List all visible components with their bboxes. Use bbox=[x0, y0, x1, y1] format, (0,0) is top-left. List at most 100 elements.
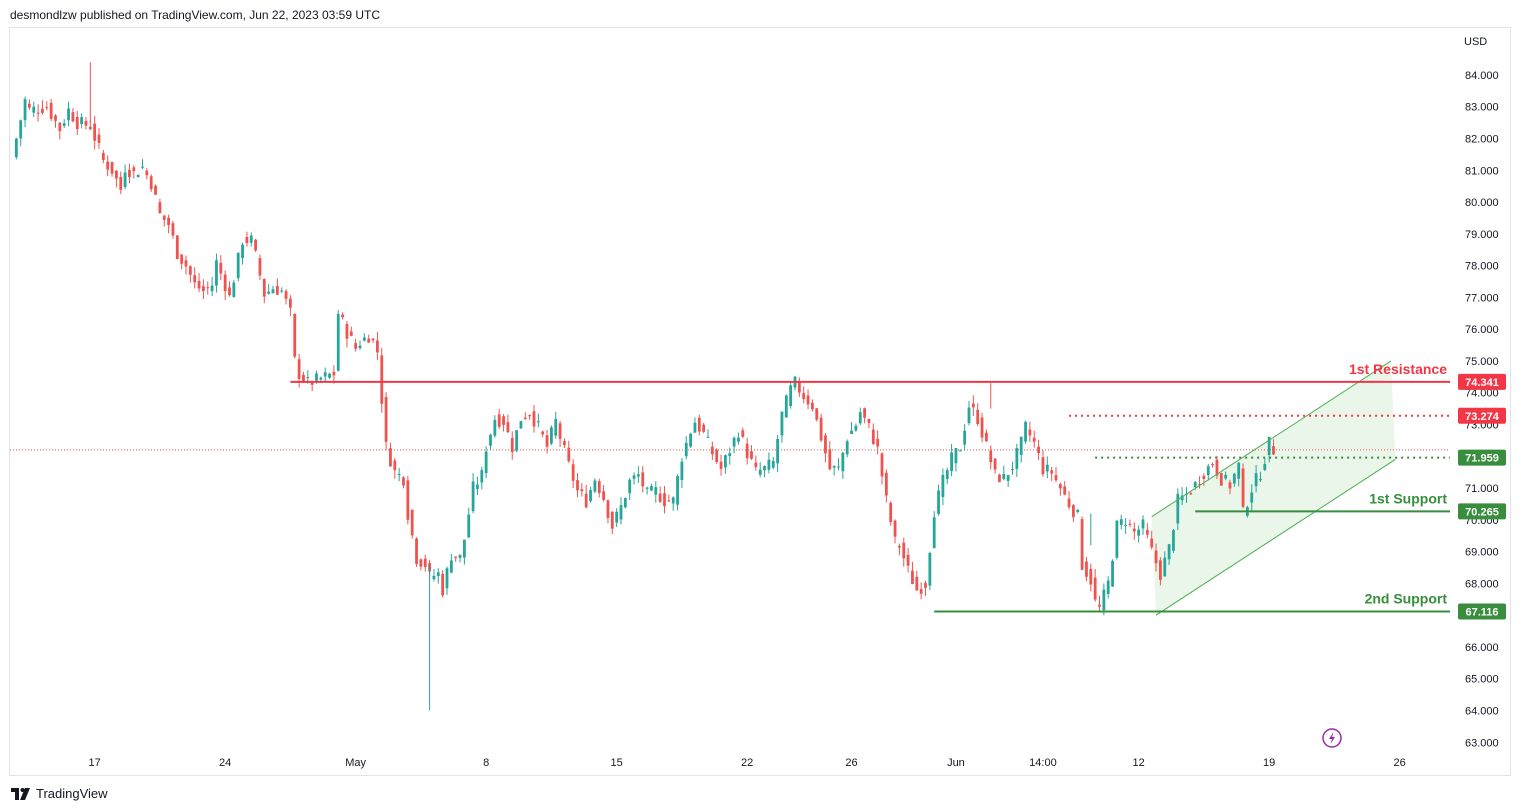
x-tick-label: 26 bbox=[845, 757, 857, 769]
candle-body bbox=[175, 235, 179, 259]
chart-frame[interactable]: 1st Resistance 1st Support 2nd Support USD 8… bbox=[9, 27, 1511, 776]
candle-body bbox=[67, 108, 70, 121]
candle-body bbox=[1189, 493, 1193, 495]
candle-body bbox=[158, 202, 162, 214]
candle-body bbox=[262, 278, 266, 297]
level-badge-0 bbox=[1458, 373, 1506, 390]
candle-body bbox=[884, 472, 888, 496]
candle-body bbox=[297, 359, 301, 379]
candle-body bbox=[110, 161, 114, 174]
candle-body bbox=[41, 108, 44, 113]
candle-body bbox=[824, 435, 827, 454]
candle-body bbox=[1128, 523, 1132, 525]
candle-body bbox=[1072, 505, 1075, 518]
y-tick-label: 80.000 bbox=[1465, 197, 1499, 209]
candle-body bbox=[480, 470, 484, 483]
candle-body bbox=[358, 345, 362, 349]
candle-body bbox=[376, 340, 379, 353]
candle-body bbox=[302, 374, 305, 382]
candle-body bbox=[206, 287, 210, 289]
candle-body bbox=[623, 498, 627, 508]
candle-body bbox=[58, 122, 62, 132]
candle-body bbox=[771, 460, 775, 468]
candle-body bbox=[1163, 557, 1167, 577]
candle-body bbox=[132, 167, 136, 172]
candle-body bbox=[637, 474, 640, 477]
candle-body bbox=[93, 123, 97, 141]
candle-body bbox=[271, 289, 275, 294]
candle-body bbox=[332, 371, 336, 376]
candle-body bbox=[349, 331, 353, 336]
candle-body bbox=[993, 458, 997, 470]
candle-body bbox=[758, 469, 762, 475]
candle-body bbox=[880, 453, 884, 477]
candle-body bbox=[1141, 519, 1145, 529]
candle-body bbox=[797, 382, 801, 393]
candle-body bbox=[906, 554, 910, 566]
candle-body bbox=[1272, 446, 1275, 455]
candle-body bbox=[784, 395, 788, 418]
candle-body bbox=[536, 421, 540, 423]
candle-body bbox=[162, 215, 166, 220]
candle-body bbox=[436, 572, 440, 576]
candle-body bbox=[632, 475, 636, 479]
candle-body bbox=[1206, 466, 1210, 476]
lightning-icon[interactable] bbox=[1322, 728, 1342, 748]
candle-body bbox=[167, 217, 170, 226]
candle-body bbox=[676, 476, 679, 505]
y-tick-label: 78.000 bbox=[1465, 261, 1499, 273]
candle-body bbox=[62, 123, 66, 126]
candle-body bbox=[671, 497, 675, 504]
channel-upper-line[interactable] bbox=[1151, 360, 1392, 518]
candle-body bbox=[415, 538, 418, 564]
candle-body bbox=[967, 407, 971, 424]
level-badge-2 bbox=[1458, 449, 1506, 466]
candle-body bbox=[1154, 550, 1158, 564]
x-tick-label: Jun bbox=[947, 757, 965, 769]
candle-body bbox=[341, 314, 344, 318]
candle-body bbox=[719, 461, 723, 469]
candle-body bbox=[362, 337, 366, 341]
candle-body bbox=[1045, 464, 1049, 472]
candle-body bbox=[389, 448, 392, 467]
candle-body bbox=[1215, 459, 1219, 476]
candle-body bbox=[971, 403, 975, 408]
candle-body bbox=[937, 490, 940, 514]
level-badge-text-3: 70.265 bbox=[1465, 506, 1499, 518]
candle-body bbox=[1193, 482, 1197, 488]
candle-body bbox=[806, 395, 810, 405]
candle-body bbox=[928, 552, 932, 586]
candle-body bbox=[423, 558, 427, 568]
candle-body bbox=[867, 418, 871, 423]
candle-body bbox=[1176, 493, 1180, 524]
level-badge-text-0: 74.341 bbox=[1465, 377, 1499, 389]
candle-body bbox=[49, 102, 53, 119]
candle-body bbox=[1219, 473, 1223, 486]
candle-body bbox=[1102, 589, 1106, 611]
candle-body bbox=[550, 427, 553, 444]
candle-body bbox=[732, 437, 736, 447]
candle-body bbox=[397, 473, 401, 476]
candle-body bbox=[1119, 519, 1123, 525]
y-tick-label: 79.000 bbox=[1465, 229, 1499, 241]
candle-body bbox=[336, 314, 340, 371]
channel-lower-line[interactable] bbox=[1155, 459, 1396, 616]
x-tick-label: 8 bbox=[483, 757, 489, 769]
candle-body bbox=[1124, 525, 1127, 527]
candle-body bbox=[328, 373, 331, 378]
candle-body bbox=[606, 500, 610, 519]
candle-body bbox=[1241, 468, 1245, 507]
candle-body bbox=[45, 107, 49, 109]
price-chart[interactable]: 1st Resistance 1st Support 2nd Support USD 8… bbox=[10, 28, 1510, 775]
footer[interactable]: TradingView bbox=[11, 786, 108, 801]
candle-body bbox=[998, 474, 1001, 482]
candle-body bbox=[871, 429, 875, 444]
candle-body bbox=[23, 99, 27, 121]
candle-body bbox=[402, 477, 405, 486]
currency-label: USD bbox=[1464, 36, 1487, 48]
candle-body bbox=[1076, 509, 1080, 513]
candle-body bbox=[1115, 520, 1119, 558]
candle-body bbox=[1267, 436, 1271, 456]
candle-body bbox=[728, 453, 732, 457]
candle-body bbox=[119, 176, 123, 190]
